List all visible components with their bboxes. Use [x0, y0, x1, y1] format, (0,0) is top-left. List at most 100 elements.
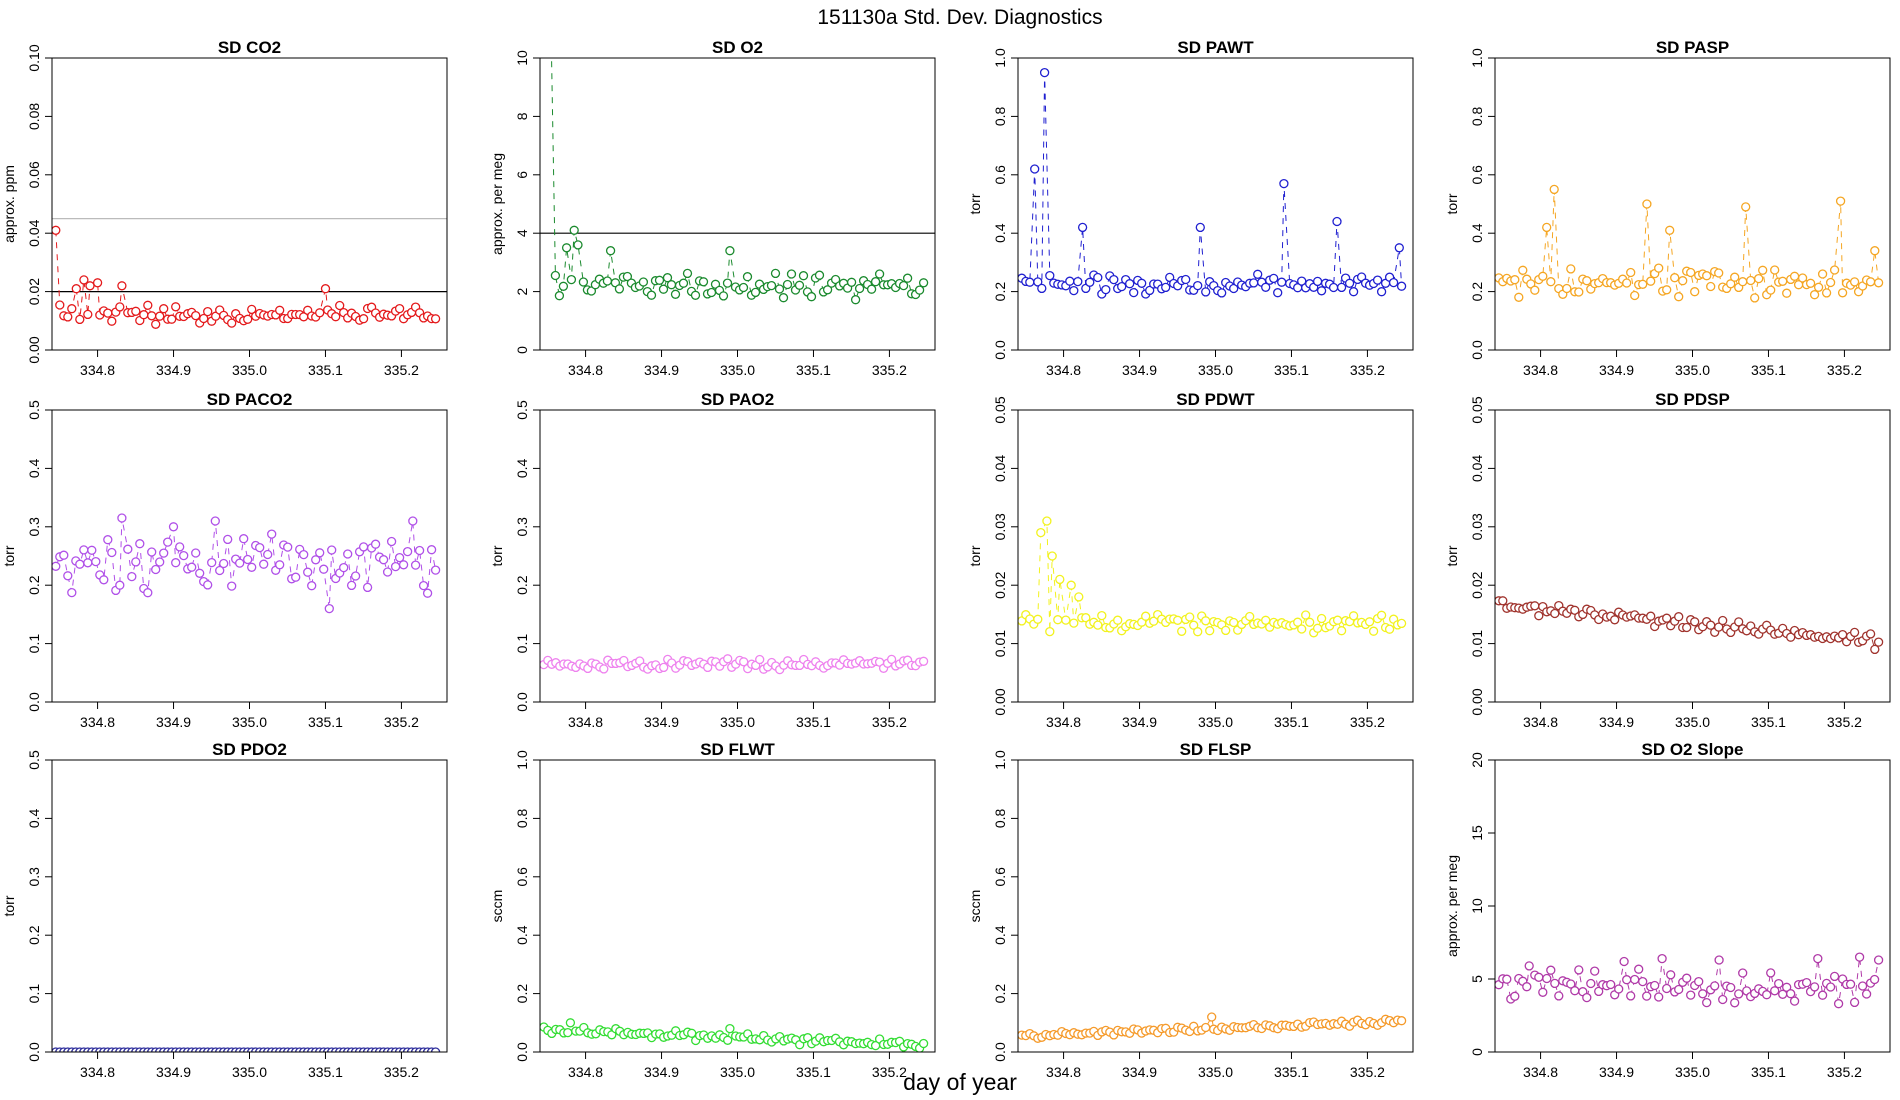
data-point: [599, 664, 609, 674]
data-point: [1538, 987, 1548, 997]
data-point: [1550, 608, 1560, 619]
data-point: [573, 240, 583, 250]
x-tick-label: 334.9: [156, 714, 191, 730]
data-point: [320, 284, 331, 294]
x-tick-label: 335.2: [1350, 1064, 1385, 1080]
data-point: [1037, 283, 1047, 294]
data-point: [1510, 991, 1520, 1001]
data-point: [1813, 953, 1823, 964]
y-tick-label: 0.2: [514, 984, 530, 1004]
data-point: [662, 273, 673, 283]
y-tick-label: 2: [514, 287, 530, 295]
data-point: [1789, 996, 1800, 1006]
data-point: [1066, 580, 1076, 590]
x-tick-label: 335.1: [796, 714, 831, 730]
data-point: [718, 291, 729, 301]
y-tick-label: 1.0: [514, 750, 530, 770]
series: [52, 1047, 441, 1052]
data-point: [430, 314, 441, 324]
data-point: [1746, 275, 1756, 286]
y-tick-label: 4: [514, 229, 530, 237]
x-tick-label: 334.9: [644, 362, 679, 378]
series: [52, 513, 441, 614]
y-tick-label: 0.01: [992, 630, 1008, 657]
data-point: [850, 295, 861, 305]
data-point: [127, 571, 137, 582]
panel-title: SD PACO2: [207, 390, 293, 409]
data-point: [1741, 202, 1751, 212]
data-point: [79, 545, 89, 555]
data-point: [107, 547, 117, 558]
data-point: [1061, 615, 1071, 625]
data-point: [1698, 989, 1708, 999]
data-point: [670, 289, 681, 299]
data-point: [739, 657, 749, 667]
data-point: [1113, 615, 1123, 625]
data-point: [131, 306, 141, 316]
data-point: [1522, 982, 1532, 992]
data-point: [1372, 275, 1383, 285]
data-point: [1253, 269, 1263, 279]
data-point: [1534, 611, 1544, 621]
data-point: [92, 278, 103, 288]
data-point: [1829, 265, 1840, 275]
data-point: [418, 580, 429, 591]
y-tick-label: 15: [1469, 825, 1485, 841]
data-point: [1665, 225, 1675, 235]
panel-10: SD FLSP sccm 334.8 334.9 335.0 335.1 335.2 0.0 0…: [967, 740, 1414, 1080]
x-tick-label: 335.2: [384, 362, 419, 378]
data-point: [1297, 276, 1307, 286]
data-point: [1269, 273, 1279, 284]
panel-3: SD PASP torr 334.8 334.9 335.0 335.1 335.2 0.0 0…: [1444, 38, 1891, 378]
data-point: [1177, 626, 1187, 636]
x-tick-label: 334.8: [80, 1064, 115, 1080]
data-point: [1273, 288, 1283, 298]
data-point: [918, 278, 929, 288]
data-point: [1682, 973, 1692, 983]
data-point: [1754, 273, 1764, 284]
data-point: [1141, 611, 1151, 621]
y-tick-label: 0.5: [26, 400, 42, 420]
data-point: [203, 580, 213, 590]
data-point: [210, 516, 220, 526]
x-tick-label: 335.1: [1751, 1064, 1786, 1080]
data-point: [725, 246, 735, 256]
data-point: [1726, 279, 1736, 289]
y-tick-label: 6: [514, 171, 530, 179]
y-tick-label: 0.3: [26, 867, 42, 887]
data-point: [131, 557, 141, 567]
x-tick-label: 335.0: [720, 362, 755, 378]
data-point: [151, 319, 161, 329]
data-point: [319, 564, 329, 574]
data-point: [1750, 293, 1760, 303]
data-point: [1245, 611, 1255, 622]
data-point: [175, 542, 185, 552]
data-point: [1033, 277, 1043, 287]
data-point: [1570, 605, 1580, 615]
x-tick-label: 335.1: [1274, 362, 1309, 378]
series: [540, 1018, 929, 1052]
panel-ylabel: approx. per meg: [1444, 855, 1460, 957]
data-point: [1678, 276, 1688, 286]
data-point: [1312, 623, 1323, 633]
data-point: [1574, 287, 1584, 297]
data-point: [1662, 285, 1672, 295]
y-tick-label: 0.4: [26, 808, 42, 828]
data-point: [1518, 265, 1528, 275]
data-point: [1554, 991, 1564, 1001]
data-point: [1778, 276, 1788, 286]
data-point: [866, 284, 877, 294]
y-tick-label: 0.5: [514, 400, 530, 420]
y-tick-label: 0.1: [26, 634, 42, 654]
y-tick-label: 0.03: [1469, 513, 1485, 540]
x-tick-label: 335.2: [384, 1064, 419, 1080]
data-point: [550, 270, 561, 281]
y-tick-label: 0.2: [514, 575, 530, 595]
y-tick-label: 0.0: [26, 1042, 42, 1062]
data-point: [1530, 601, 1540, 611]
data-point: [155, 311, 165, 321]
data-point: [1042, 516, 1052, 526]
data-point: [1574, 965, 1584, 975]
x-tick-label: 335.1: [308, 714, 343, 730]
data-point: [1332, 216, 1342, 227]
